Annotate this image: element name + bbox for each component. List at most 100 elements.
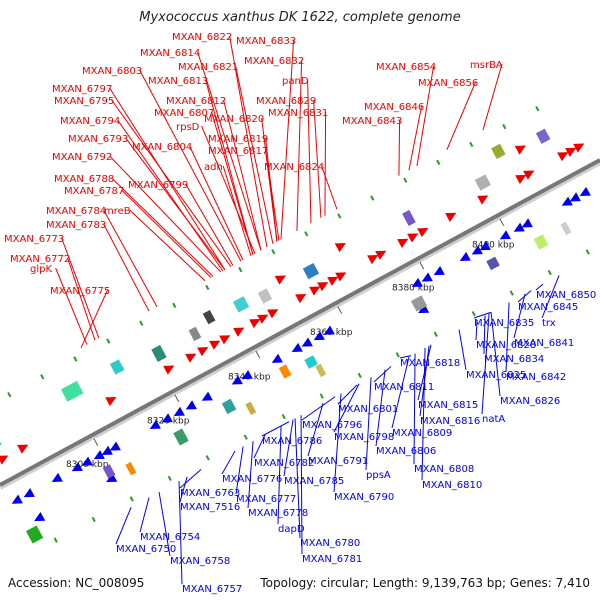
feature-box — [486, 256, 500, 271]
reverse-arrow — [231, 375, 243, 385]
kbp-tick-label: 8400 kbp — [472, 240, 515, 250]
feature-box — [232, 296, 250, 313]
forward-gene-leader — [398, 119, 401, 176]
forward-arrow — [397, 238, 409, 248]
reverse-gene-leader — [365, 377, 372, 471]
reverse-gene-label: MXAN_6754 — [140, 532, 200, 543]
forward-arrow — [197, 347, 209, 357]
feature-box — [533, 234, 549, 250]
forward-arrow — [17, 444, 29, 454]
reverse-gene-leader — [513, 293, 526, 339]
reverse-gene-leader — [475, 319, 478, 341]
feature-box — [109, 359, 125, 375]
forward-gene-leader — [103, 223, 150, 312]
kbp-tick-label: 8380 kbp — [392, 284, 435, 294]
reverse-gene-leader — [301, 396, 336, 421]
reverse-gene-leader — [483, 315, 486, 355]
forward-arrow — [477, 195, 489, 205]
gene-tick — [471, 311, 476, 317]
forward-arrow — [375, 250, 387, 260]
forward-arrow — [515, 174, 527, 185]
reverse-arrow — [411, 277, 423, 288]
forward-arrow — [163, 365, 175, 375]
forward-arrow — [0, 455, 9, 465]
forward-arrow — [219, 335, 231, 345]
reverse-gene-label: MXAN_6816 — [420, 416, 480, 427]
reverse-gene-label: dapD — [278, 524, 305, 535]
forward-arrow — [249, 318, 261, 329]
reverse-arrow — [301, 337, 313, 347]
forward-gene-label: MXAN_6820 — [204, 114, 264, 125]
forward-gene-leader — [296, 59, 303, 231]
reverse-arrow — [11, 494, 23, 504]
forward-arrow — [565, 147, 577, 157]
forward-arrow — [309, 286, 321, 296]
feature-box — [151, 344, 167, 362]
forward-gene-leader — [111, 177, 214, 277]
forward-gene-leader — [321, 165, 338, 210]
reverse-arrow — [479, 241, 491, 251]
gene-tick — [337, 213, 342, 219]
forward-arrow — [557, 152, 569, 162]
forward-gene-label: MXAN_6813 — [148, 76, 208, 87]
reverse-gene-leader — [421, 348, 426, 481]
feature-box — [221, 398, 237, 415]
gene-tick — [509, 290, 514, 296]
reverse-gene-leader — [333, 383, 360, 433]
reverse-gene-leader — [375, 369, 386, 447]
reverse-gene-leader — [535, 283, 544, 291]
reverse-gene-label: MXAN_6818 — [400, 358, 460, 369]
reverse-gene-leader — [283, 419, 294, 477]
gene-tick — [547, 269, 552, 276]
reverse-arrow — [521, 218, 533, 228]
kbp-tick — [499, 218, 505, 227]
feature-box — [257, 288, 273, 304]
reverse-gene-leader — [413, 353, 416, 465]
reverse-gene-label: MXAN_6785 — [284, 476, 344, 487]
forward-arrow — [407, 233, 419, 243]
reverse-gene-label: MXAN_6815 — [418, 400, 478, 411]
reverse-gene-label: MXAN_6781 — [302, 554, 362, 565]
forward-gene-label: MXAN_6797 — [52, 84, 112, 95]
forward-gene-leader — [129, 209, 206, 282]
reverse-gene-label: MXAN_7516 — [180, 502, 240, 513]
reverse-gene-leader — [458, 329, 467, 371]
reverse-gene-leader — [261, 421, 290, 437]
gene-tick — [243, 434, 248, 440]
forward-gene-label: mreB — [104, 206, 131, 217]
gene-tick — [53, 537, 58, 543]
forward-gene-label: MXAN_6794 — [60, 116, 120, 127]
forward-gene-label: MXAN_6832 — [244, 56, 304, 67]
accession-label: Accession: NC_008095 — [8, 576, 145, 590]
gene-tick — [436, 159, 441, 165]
reverse-arrow — [561, 196, 573, 206]
reverse-gene-leader — [473, 311, 492, 319]
forward-arrow — [327, 276, 339, 286]
reverse-arrow — [579, 186, 591, 197]
forward-gene-label: MXAN_6772 — [10, 254, 70, 265]
gene-tick — [357, 372, 362, 379]
gene-tick — [585, 249, 590, 255]
forward-gene-leader — [265, 149, 280, 241]
forward-gene-label: MXAN_6846 — [364, 102, 424, 113]
reverse-gene-label: MXAN_6826 — [500, 396, 560, 407]
forward-gene-leader — [139, 69, 242, 262]
forward-gene-leader — [235, 65, 274, 245]
forward-gene-leader — [324, 111, 327, 216]
forward-gene-leader — [55, 267, 88, 345]
reverse-arrow — [185, 400, 197, 410]
reverse-arrow — [323, 325, 335, 335]
forward-gene-label: MXAN_6788 — [54, 174, 114, 185]
forward-gene-leader — [109, 87, 226, 271]
forward-gene-leader — [111, 99, 232, 267]
reverse-gene-leader — [139, 497, 150, 533]
reverse-gene-leader — [247, 441, 254, 509]
reverse-gene-leader — [373, 366, 392, 383]
forward-gene-leader — [223, 99, 262, 251]
reverse-gene-label: MXAN_6798 — [334, 432, 394, 443]
reverse-gene-leader — [399, 355, 412, 359]
forward-gene-label: rpsD — [176, 122, 200, 133]
forward-arrow — [295, 294, 307, 304]
forward-gene-leader — [205, 79, 254, 255]
map-title: Myxococcus xanthus DK 1622, complete gen… — [139, 10, 461, 25]
